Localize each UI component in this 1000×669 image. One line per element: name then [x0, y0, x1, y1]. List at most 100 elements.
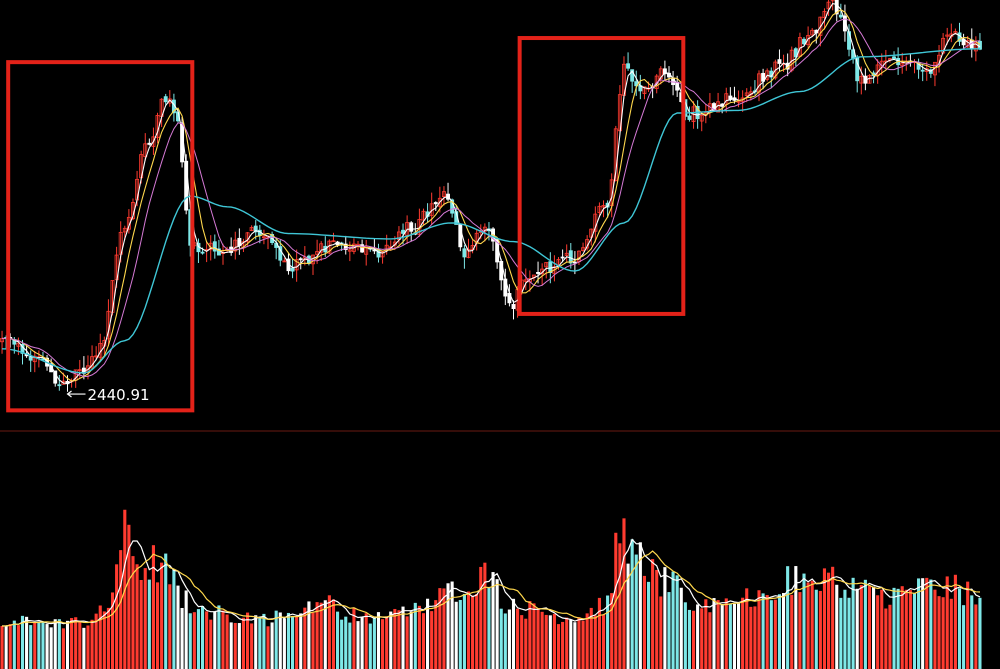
volume-bar [360, 616, 364, 669]
volume-bar [340, 619, 344, 669]
volume-bar [401, 606, 405, 669]
volume-bar [929, 579, 933, 669]
volume-bar [716, 600, 720, 669]
volume-bar [634, 554, 638, 669]
candle-body [736, 100, 741, 103]
volume-bar [286, 612, 291, 669]
volume-bar [98, 605, 102, 669]
annotations: 2440.91 [66, 386, 150, 404]
candle-body [806, 35, 811, 46]
volume-bar [814, 589, 818, 669]
volume-bar [810, 580, 814, 669]
volume-bar [344, 616, 348, 669]
candle-body [57, 384, 62, 387]
volume-bar [516, 608, 520, 669]
volume-bar [606, 595, 610, 669]
volume-bar [282, 618, 286, 669]
candle-body [409, 222, 414, 232]
volume-bar [806, 582, 810, 669]
volume-bar [867, 585, 872, 669]
candle-body [572, 261, 577, 264]
volume-bar [847, 597, 851, 669]
volume-bar [364, 613, 368, 669]
volume-bar [315, 602, 319, 669]
volume-bar [720, 604, 724, 669]
candle-body [744, 92, 749, 96]
volume-bar [802, 573, 806, 669]
volume-bar [601, 614, 606, 669]
volume-bar [696, 604, 700, 669]
volume-bar [336, 611, 340, 669]
volume-bar [524, 618, 528, 669]
volume-bar [749, 606, 753, 669]
volume-bar [57, 619, 61, 669]
candle-body [802, 38, 806, 45]
volume-bar [794, 566, 798, 669]
volume-bar [921, 578, 925, 669]
volume-bar [724, 598, 728, 669]
volume-bar [135, 564, 139, 669]
volume-bar [769, 600, 773, 669]
volume-bar [503, 613, 507, 669]
volume-bar [49, 627, 53, 669]
volume-bar [953, 574, 957, 669]
volume-bar [757, 590, 761, 669]
volume-bar [41, 622, 45, 669]
candle-body [249, 227, 254, 232]
volume-bar [945, 576, 949, 669]
volume-bar [147, 579, 151, 669]
volume-bar [978, 597, 982, 669]
volume-bar [94, 613, 98, 669]
candle-body [77, 369, 82, 372]
candle-body [511, 304, 516, 309]
volume-bar [217, 605, 221, 669]
volume-bar [741, 597, 745, 669]
candle-body [900, 62, 905, 67]
volume-bar [786, 566, 790, 669]
volume-bar [843, 589, 847, 669]
volume-bar [896, 588, 900, 669]
volume-bar [659, 596, 663, 669]
volume-bar [258, 616, 262, 669]
candle-body [892, 56, 896, 60]
volume-bar [839, 597, 843, 669]
volume-bar [319, 602, 323, 669]
volume-bar [200, 606, 205, 669]
volume-bar [90, 619, 94, 669]
volume-bar [209, 619, 213, 669]
candle-body [163, 96, 168, 103]
volume-bar [372, 617, 376, 669]
volume-bar [270, 622, 274, 669]
volume-bar [8, 624, 12, 669]
candle-body [699, 115, 704, 122]
volume-bar [577, 617, 581, 669]
volume-bar [511, 598, 516, 669]
volume-bar [528, 601, 532, 669]
volume-bar [381, 619, 385, 669]
volume-bar [131, 556, 135, 669]
candle-body [294, 259, 299, 271]
candle-body [200, 251, 205, 254]
candle-body [208, 242, 213, 251]
volume-bar [311, 612, 315, 669]
volume-bar [708, 612, 712, 669]
volume-bar [974, 604, 978, 669]
volume-bar [646, 581, 651, 669]
ma-long-line [1, 18, 981, 378]
volume-bar [736, 603, 741, 669]
volume-bar [835, 584, 839, 669]
volume-bar [777, 594, 782, 669]
volume-bar [773, 599, 777, 669]
candle-body [151, 136, 156, 147]
candle-body [536, 272, 541, 274]
volume-bar [876, 595, 880, 669]
candle-body [560, 256, 565, 259]
volume-bar [581, 620, 585, 669]
candle-body [380, 251, 385, 258]
volume-bar [908, 590, 912, 669]
volume-bar [745, 588, 749, 669]
volume-bar [225, 614, 229, 669]
volume-bar [352, 607, 356, 669]
candle-body [233, 239, 238, 252]
volume-bar [888, 604, 892, 669]
